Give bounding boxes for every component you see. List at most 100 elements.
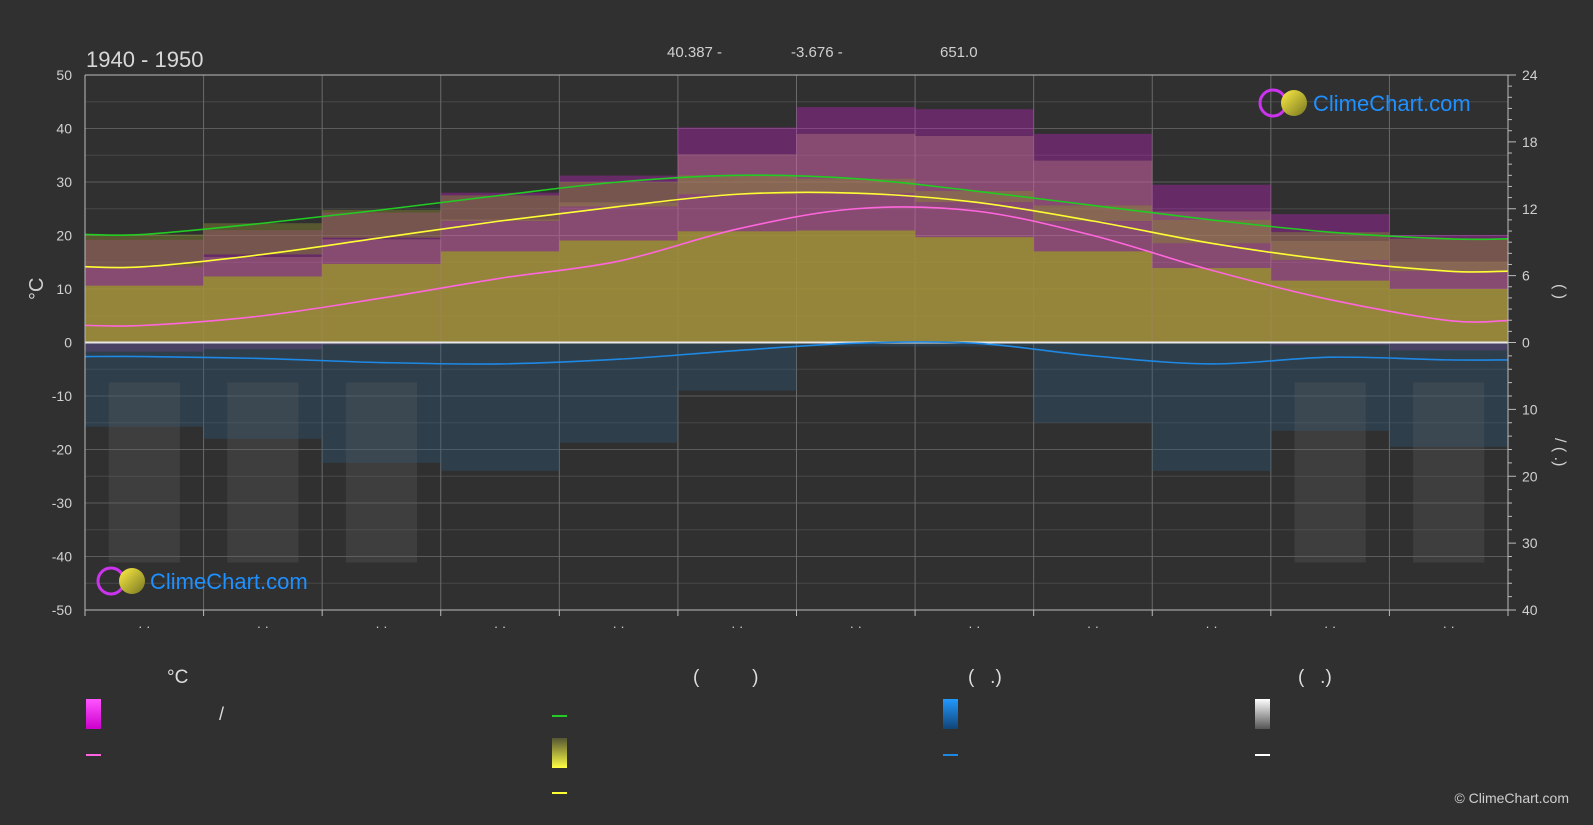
range-fills (85, 107, 1508, 563)
daylight-band (915, 190, 1034, 203)
sunshine-band (915, 237, 1034, 343)
right-bottom-tick-label: 40 (1522, 602, 1538, 618)
right-axis-label-bottom: / ( .) (1551, 438, 1568, 466)
watermark-text-bottom: ClimeChart.com (150, 569, 308, 594)
watermark-logo-bottom: ClimeChart.com (96, 566, 308, 596)
latitude-label: 40.387 - (667, 44, 722, 61)
rain-band (915, 342, 1034, 347)
daylight-band (440, 195, 560, 222)
right-top-tick-label: 18 (1522, 134, 1538, 150)
x-tick-label: · · (138, 619, 150, 634)
sunshine-band (559, 240, 678, 343)
legend-col4-title: ( .) (1298, 667, 1332, 688)
daylight-band (677, 175, 797, 195)
x-tick-label: · · (1324, 619, 1336, 634)
period-title: 1940 - 1950 (86, 47, 203, 72)
daylight-band (1389, 238, 1508, 272)
left-tick-label: 40 (56, 121, 72, 137)
temp-low-band (1389, 342, 1508, 351)
left-axis-label: °C (26, 278, 48, 300)
x-tick-label: · · (1087, 619, 1099, 634)
x-tick-label: · · (731, 619, 743, 634)
longitude-label: -3.676 - (791, 44, 843, 61)
x-tick-label: · · (1443, 619, 1455, 634)
temp-range-top-band (203, 230, 323, 257)
sunshine-band (1033, 251, 1153, 343)
temp-range-top-band (796, 107, 916, 134)
rain-band (796, 342, 916, 347)
legend-col3-title: ( .) (968, 667, 1002, 688)
snow-band (108, 382, 180, 563)
rain-band (677, 342, 797, 391)
left-tick-label: -30 (52, 495, 72, 511)
left-tick-label: 20 (56, 228, 72, 244)
temp-range-top-band (1033, 133, 1153, 161)
series-lines (84, 174, 1509, 365)
sunshine-band (1389, 289, 1508, 343)
sunshine-band (322, 263, 441, 343)
snow-band (1294, 382, 1366, 563)
sunshine-band (440, 251, 560, 343)
temp-low-band (85, 342, 204, 352)
temp-low-band (322, 342, 441, 345)
left-tick-label: 50 (56, 67, 72, 83)
temp-range-top-band (440, 192, 560, 220)
right-bottom-tick-label: 30 (1522, 535, 1538, 551)
snow-band (227, 382, 299, 563)
axes: 50 40 30 20 10 0 -10 -20 -30 -40 -50 24 18 12 6 0 10 20 30… (52, 67, 1538, 634)
right-top-tick-label: 0 (1522, 335, 1530, 351)
legend-temp-range-swatch (86, 699, 101, 729)
temperature-line (84, 206, 1509, 327)
left-tick-label: -50 (52, 602, 72, 618)
logo-sun-icon (1281, 90, 1307, 116)
rain-band (440, 342, 560, 471)
x-tick-label: · · (494, 619, 506, 634)
watermark-logo-top: ClimeChart.com (1258, 88, 1471, 118)
right-top-tick-label: 6 (1522, 268, 1530, 284)
temp-low-band (203, 342, 323, 350)
daylight-line (84, 174, 1509, 241)
temp-range-top-band (559, 175, 678, 203)
snow-band (345, 382, 418, 563)
left-tick-label: -10 (52, 388, 72, 404)
temp-range-top-band (1270, 214, 1390, 241)
legend-col2-title: ( ) (693, 667, 758, 688)
elevation-label: 651.0 (940, 44, 978, 61)
left-tick-label: -40 (52, 549, 72, 565)
x-tick-label: · · (612, 619, 624, 634)
daylight-band (85, 234, 204, 267)
watermark-text-top: ClimeChart.com (1313, 91, 1471, 116)
legend-snow-swatch (1255, 699, 1270, 729)
right-top-tick-label: 12 (1522, 201, 1538, 217)
right-axis-label-top: ( ) (1551, 284, 1568, 299)
temp-low-band (1270, 342, 1390, 346)
left-tick-label: 0 (64, 335, 72, 351)
right-bottom-tick-label: 10 (1522, 401, 1538, 417)
snow-band (1413, 382, 1485, 563)
legend: °C ( ) ( .) ( .) / (86, 667, 1332, 794)
sunshine-band (203, 276, 323, 343)
rain-band (1033, 342, 1153, 423)
legend-col1-title: °C (167, 667, 188, 688)
sunshine-band (1152, 268, 1271, 343)
x-tick-label: · · (375, 619, 387, 634)
temp-range-top-band (915, 109, 1034, 136)
legend-rain-swatch (943, 699, 958, 729)
left-tick-label: 10 (56, 281, 72, 297)
daylight-band (1152, 219, 1271, 244)
x-tick-label: · · (257, 619, 269, 634)
sunshine-line (84, 191, 1509, 273)
rain-band (559, 342, 678, 443)
x-tick-label: · · (968, 619, 980, 634)
right-bottom-tick-label: 20 (1522, 468, 1538, 484)
temp-range-top-band (85, 239, 204, 267)
daylight-band (796, 178, 916, 194)
copyright: © ClimeChart.com (1454, 790, 1569, 806)
temp-range-top-band (1152, 184, 1271, 212)
temp-range-top-band (322, 212, 441, 240)
sunshine-band (796, 230, 916, 343)
temp-range-top-band (677, 127, 797, 155)
legend-sunshine-swatch (552, 738, 567, 768)
sunshine-band (677, 231, 797, 343)
